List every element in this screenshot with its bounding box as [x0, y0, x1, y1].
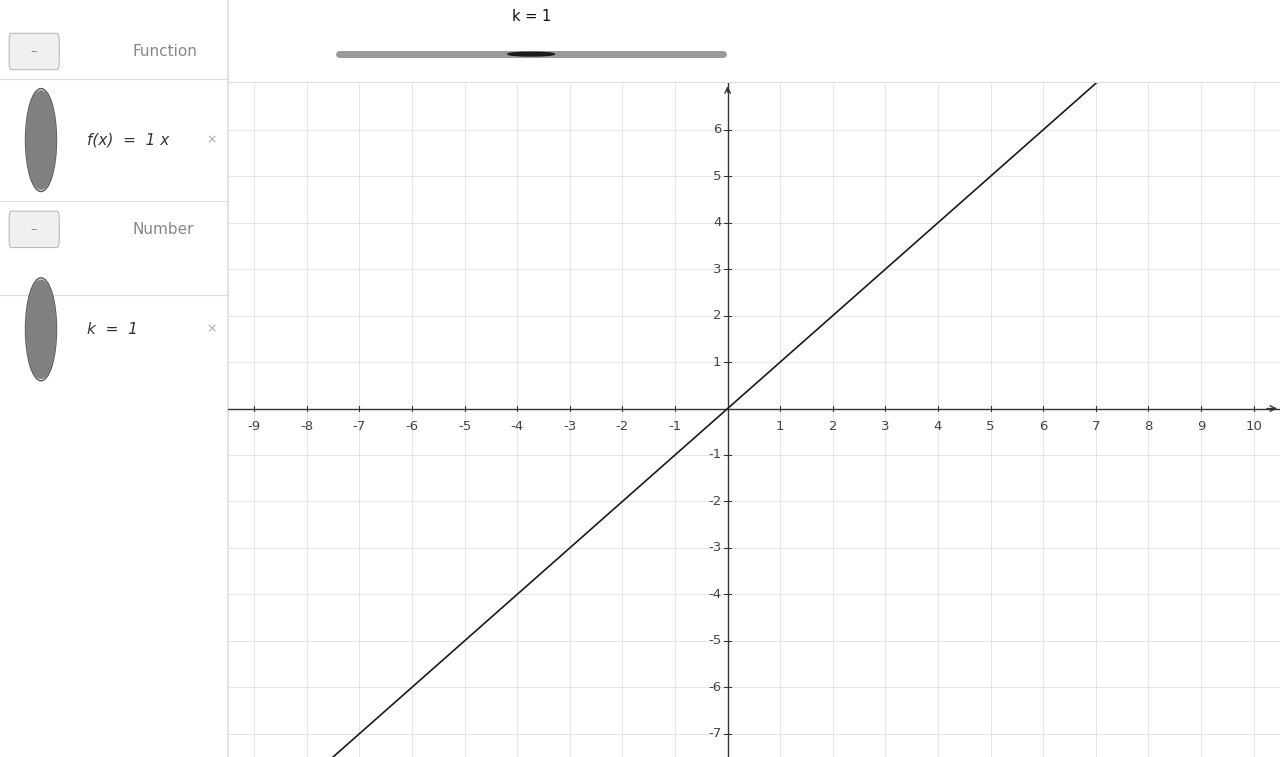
Text: -3: -3: [708, 541, 722, 554]
Text: -1: -1: [708, 448, 722, 462]
Text: -3: -3: [563, 420, 576, 433]
Text: 5: 5: [987, 420, 995, 433]
Text: 2: 2: [713, 309, 722, 322]
Text: 4: 4: [934, 420, 942, 433]
FancyBboxPatch shape: [9, 33, 59, 70]
Text: 2: 2: [828, 420, 837, 433]
Text: Number: Number: [132, 222, 193, 237]
Text: -4: -4: [708, 588, 722, 601]
Text: 1: 1: [776, 420, 785, 433]
Text: -8: -8: [301, 420, 314, 433]
Text: -2: -2: [616, 420, 628, 433]
Text: 8: 8: [1144, 420, 1153, 433]
Text: 4: 4: [713, 217, 722, 229]
Text: -7: -7: [708, 727, 722, 740]
Text: -6: -6: [708, 681, 722, 694]
Text: 7: 7: [1092, 420, 1100, 433]
Text: -1: -1: [668, 420, 682, 433]
Text: -5: -5: [708, 634, 722, 647]
Text: ×: ×: [206, 322, 218, 336]
Text: Function: Function: [132, 44, 197, 59]
Text: –: –: [29, 45, 36, 58]
Text: 6: 6: [1039, 420, 1047, 433]
Text: 3: 3: [881, 420, 890, 433]
Text: f(x)  =  1 x: f(x) = 1 x: [87, 132, 169, 148]
Circle shape: [26, 91, 56, 189]
FancyBboxPatch shape: [9, 211, 59, 248]
Text: 9: 9: [1197, 420, 1206, 433]
Text: 1: 1: [713, 356, 722, 369]
Text: 5: 5: [713, 170, 722, 182]
Text: 6: 6: [713, 123, 722, 136]
Text: -2: -2: [708, 495, 722, 508]
Text: 3: 3: [713, 263, 722, 276]
Text: -9: -9: [247, 420, 261, 433]
Text: k = 1: k = 1: [512, 9, 550, 24]
Text: ×: ×: [206, 133, 218, 147]
Text: –: –: [29, 223, 36, 236]
Circle shape: [26, 280, 56, 378]
Circle shape: [508, 52, 554, 56]
Text: 10: 10: [1245, 420, 1262, 433]
Text: k  =  1: k = 1: [87, 322, 137, 337]
Text: -4: -4: [511, 420, 524, 433]
Text: -5: -5: [458, 420, 471, 433]
Text: -7: -7: [353, 420, 366, 433]
Text: -6: -6: [406, 420, 419, 433]
